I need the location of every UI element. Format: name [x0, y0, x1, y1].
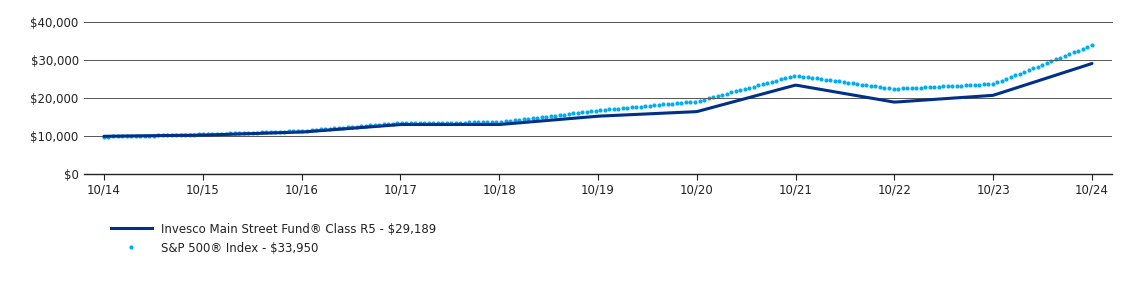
S&P 500® Index - $33,950	[98, 135, 111, 138]
S&P 500® Index - $33,950	[632, 105, 646, 108]
S&P 500® Index - $33,950	[1085, 44, 1098, 47]
Legend: Invesco Main Street Fund® Class R5 - $29,189, S&P 500® Index - $33,950: Invesco Main Street Fund® Class R5 - $29…	[111, 223, 437, 255]
Line: S&P 500® Index - $33,950: S&P 500® Index - $33,950	[104, 46, 1092, 137]
Invesco Main Street Fund® Class R5 - $29,189	[632, 113, 646, 116]
S&P 500® Index - $33,950	[573, 111, 586, 114]
S&P 500® Index - $33,950	[907, 86, 921, 90]
S&P 500® Index - $33,950	[685, 100, 699, 103]
Invesco Main Street Fund® Class R5 - $29,189	[1085, 62, 1098, 65]
Invesco Main Street Fund® Class R5 - $29,189	[98, 135, 111, 138]
Invesco Main Street Fund® Class R5 - $29,189	[573, 116, 586, 119]
Invesco Main Street Fund® Class R5 - $29,189	[566, 117, 579, 120]
S&P 500® Index - $33,950	[566, 112, 579, 115]
Invesco Main Street Fund® Class R5 - $29,189	[685, 110, 699, 114]
Line: Invesco Main Street Fund® Class R5 - $29,189: Invesco Main Street Fund® Class R5 - $29…	[104, 64, 1092, 136]
S&P 500® Index - $33,950	[1061, 53, 1075, 56]
Invesco Main Street Fund® Class R5 - $29,189	[907, 99, 921, 103]
Invesco Main Street Fund® Class R5 - $29,189	[1061, 69, 1075, 73]
